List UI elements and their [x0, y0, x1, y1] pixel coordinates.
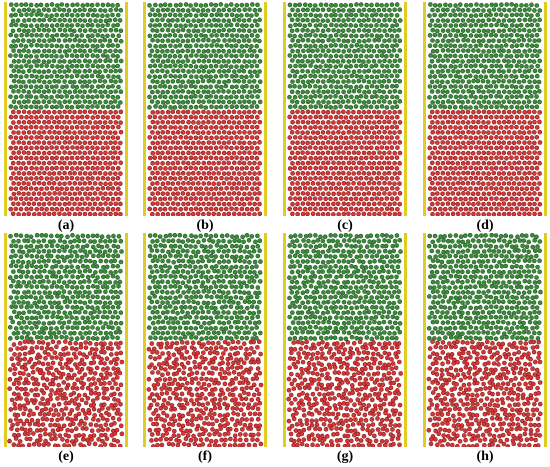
- right-wall: [125, 233, 128, 447]
- panel-d-label: (d): [476, 218, 494, 233]
- left-wall: [423, 233, 426, 447]
- panel-b-atoms: [143, 2, 267, 216]
- atom-lattice: [146, 233, 264, 447]
- panel-b-label: (b): [196, 218, 214, 233]
- panel-f-label: (f): [198, 449, 212, 464]
- panel-g-atoms: [283, 233, 407, 447]
- panel-h: (h): [423, 233, 547, 465]
- panel-b: (b): [143, 2, 267, 234]
- panel-a: (a): [4, 2, 128, 234]
- left-wall: [423, 2, 426, 216]
- panel-h-atoms: [423, 233, 547, 447]
- panel-h-label: (h): [476, 449, 494, 464]
- left-wall: [283, 233, 286, 447]
- panel-e-atoms: [4, 233, 128, 447]
- panel-f-atoms: [143, 233, 267, 447]
- panel-c-label: (c): [337, 218, 353, 233]
- left-wall: [4, 233, 7, 447]
- panel-a-atoms: [4, 2, 128, 216]
- right-wall: [544, 233, 547, 447]
- atom-lattice: [427, 2, 543, 216]
- atom-lattice: [286, 233, 403, 447]
- panel-d-atoms: [423, 2, 547, 216]
- right-wall: [404, 233, 407, 447]
- panel-e: (e): [4, 233, 128, 465]
- left-wall: [143, 233, 146, 447]
- panel-e-label: (e): [58, 449, 74, 464]
- atom-lattice: [426, 233, 543, 447]
- atom-lattice: [147, 2, 263, 216]
- right-wall: [125, 2, 128, 216]
- right-wall: [404, 2, 407, 216]
- left-wall: [143, 2, 146, 216]
- panel-f: (f): [143, 233, 267, 465]
- atom-lattice: [287, 2, 403, 216]
- panel-c-atoms: [283, 2, 407, 216]
- panel-g: (g): [283, 233, 407, 465]
- left-wall: [4, 2, 7, 216]
- panel-a-label: (a): [57, 218, 75, 233]
- right-wall: [264, 233, 267, 447]
- right-wall: [544, 2, 547, 216]
- left-wall: [283, 2, 286, 216]
- right-wall: [264, 2, 267, 216]
- atom-lattice: [7, 233, 125, 447]
- panel-d: (d): [423, 2, 547, 234]
- atom-lattice: [8, 2, 124, 216]
- panel-g-label: (g): [336, 449, 354, 464]
- panel-c: (c): [283, 2, 407, 234]
